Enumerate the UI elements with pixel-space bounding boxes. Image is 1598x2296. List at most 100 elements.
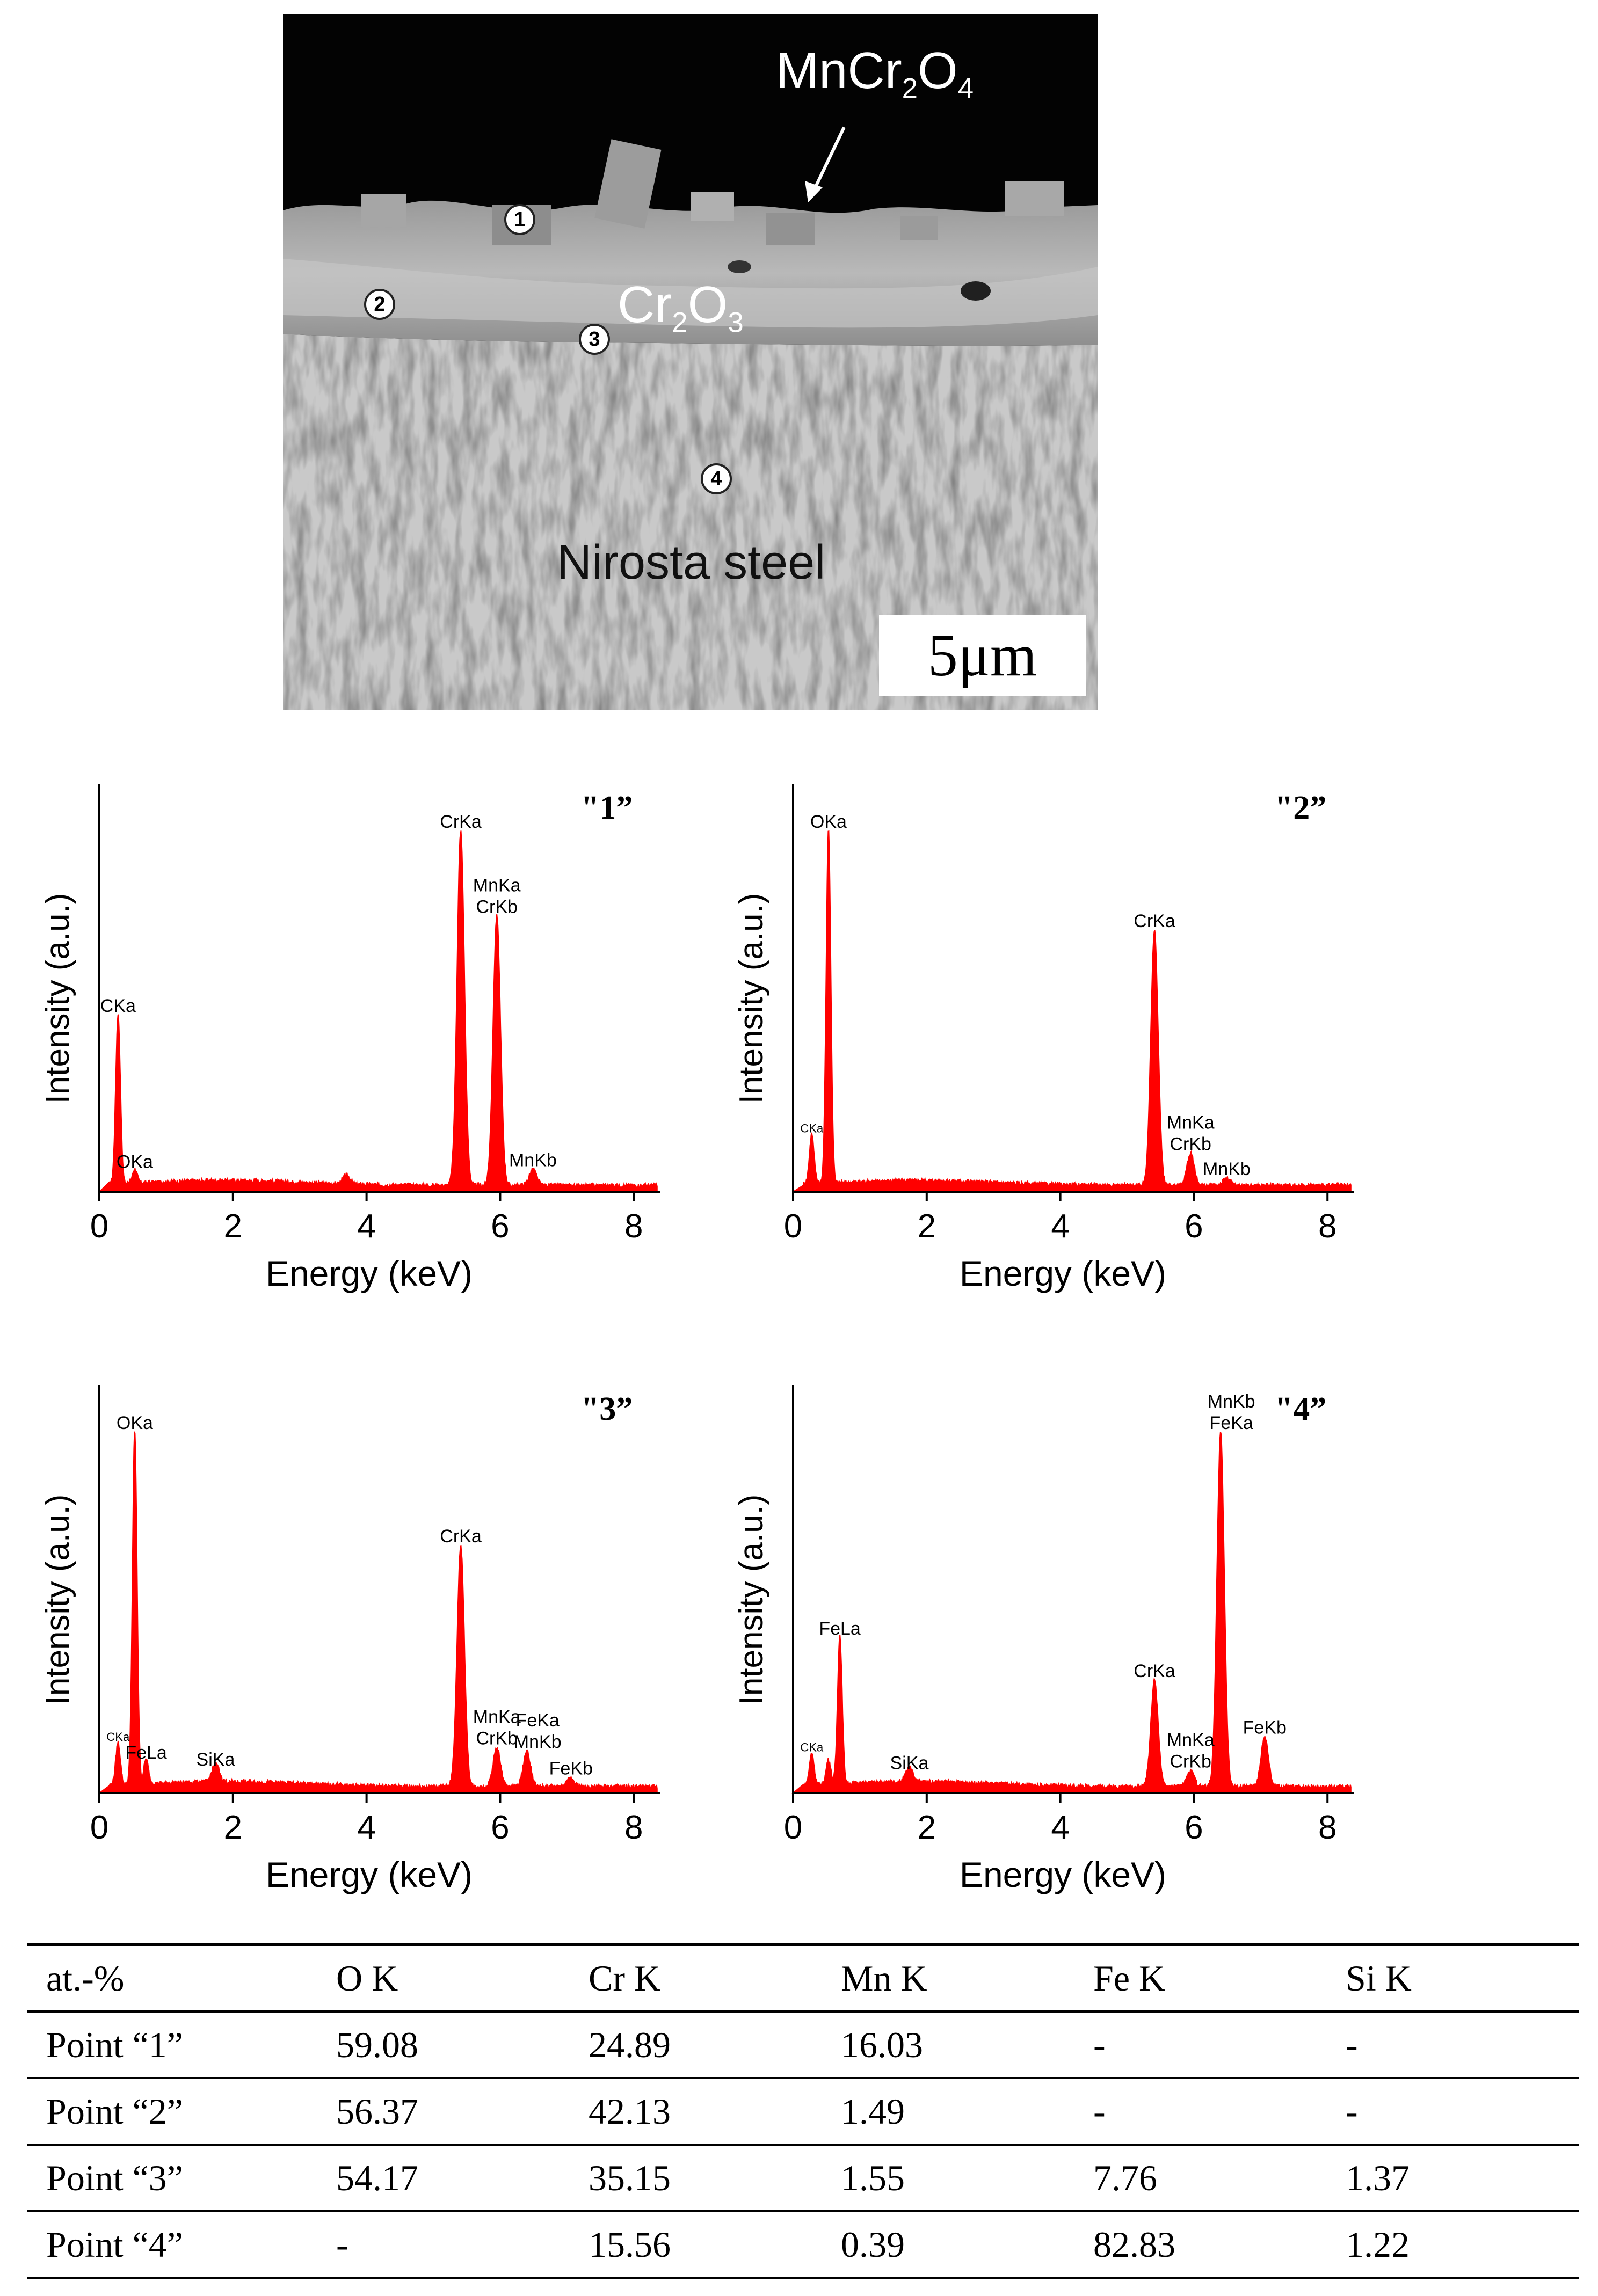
spectrum-trace (97, 1431, 658, 1794)
table-cell: 56.37 (336, 2090, 418, 2132)
table-cell: 1.55 (841, 2157, 905, 2198)
point-marker-4: 4 (701, 463, 732, 494)
edx-spectrum-point-3: 0 2 4 6 8 Energy (keV) Intensity (a.u.) "3” CKa O… (32, 1364, 741, 1911)
table-cell: Point “3” (46, 2157, 183, 2198)
peak-label: OKa (810, 812, 847, 832)
peak-label: OKa (117, 1413, 153, 1433)
table-cell: 1.49 (841, 2090, 905, 2132)
table-cell: Point “1” (46, 2024, 183, 2065)
table-row: Point “2” 56.37 42.13 1.49 - - (27, 2078, 1579, 2145)
table-cell: - (336, 2224, 348, 2265)
x-tick-label: 8 (624, 1809, 643, 1846)
spectrum-axes (98, 1385, 660, 1794)
table-cell: 42.13 (589, 2090, 671, 2132)
peak-label: SiKa (890, 1753, 929, 1774)
spectrum-plot: 0 2 4 6 8 Energy (keV) Intensity (a.u.) "1” CKa O… (39, 784, 660, 1293)
peak-label: CrKa (1134, 911, 1175, 931)
table-cell: 82.83 (1093, 2224, 1175, 2265)
peak-label: FeKa MnKb (514, 1710, 562, 1752)
spectrum-title: "4” (1275, 1391, 1326, 1427)
spectrum-trace (791, 1432, 1352, 1794)
edx-spectrum-point-1: 0 2 4 6 8 Energy (keV) Intensity (a.u.) "1” CKa O… (32, 762, 741, 1310)
table-header-cell: Cr K (589, 1957, 661, 1999)
table-header-cell: at.-% (46, 1957, 125, 1999)
peak-label: MnKb (1203, 1159, 1251, 1179)
peak-label: FeKb (1243, 1718, 1287, 1738)
spectrum-title: "3” (581, 1391, 633, 1427)
spectrum-title: "1” (581, 790, 633, 826)
table-row: Point “4” - 15.56 0.39 82.83 1.22 (27, 2211, 1579, 2278)
x-tick-label: 0 (784, 1809, 802, 1846)
peak-label: FeKb (549, 1759, 593, 1779)
peak-label: SiKa (197, 1750, 235, 1770)
x-axis-label: Energy (keV) (960, 1855, 1166, 1894)
spectrum-plot: 0 2 4 6 8 Energy (keV) Intensity (a.u.) "3” CKa O… (39, 1385, 660, 1894)
x-tick-label: 4 (1051, 1208, 1069, 1245)
table-header-row: at.-% O K Cr K Mn K Fe K Si K (27, 1944, 1579, 2011)
x-tick-label: 2 (224, 1208, 242, 1245)
peak-label: MnKa CrKb (473, 1707, 521, 1748)
peak-label: CKa (100, 996, 136, 1016)
spectrum-axes (792, 784, 1354, 1193)
x-tick-label: 0 (90, 1809, 108, 1846)
peak-label: CrKa (1134, 1661, 1175, 1681)
spectrum-plot: 0 2 4 6 8 Energy (keV) Intensity (a.u.) "4” CKa F… (733, 1385, 1354, 1894)
y-axis-label: Intensity (a.u.) (733, 893, 770, 1104)
peak-label: CrKa (440, 812, 482, 832)
table-cell: 0.39 (841, 2224, 905, 2265)
x-tick-label: 8 (624, 1208, 643, 1245)
peak-label: FeLa (819, 1619, 861, 1639)
peak-label: MnKa CrKb (1167, 1113, 1215, 1155)
table-cell: 54.17 (336, 2157, 418, 2198)
spectrum-title: "2” (1275, 790, 1326, 826)
edx-spectrum-point-2: 0 2 4 6 8 Energy (keV) Intensity (a.u.) "2” CKa O… (726, 762, 1435, 1310)
table-header-cell: Fe K (1093, 1957, 1166, 1999)
x-tick-label: 6 (1185, 1208, 1203, 1245)
table-header-cell: Si K (1346, 1957, 1412, 1999)
peak-label: OKa (117, 1152, 153, 1172)
table-cell: 15.56 (589, 2224, 671, 2265)
table-cell: 1.22 (1346, 2224, 1410, 2265)
composition-table: at.-% O K Cr K Mn K Fe K Si K Point “1” … (27, 1943, 1579, 2279)
point-marker-2: 2 (364, 289, 395, 320)
y-axis-label: Intensity (a.u.) (39, 893, 76, 1104)
table-cell: 24.89 (589, 2024, 671, 2065)
label-cr2o3: Cr2O3 (618, 276, 744, 339)
x-tick-label: 8 (1318, 1208, 1336, 1245)
x-tick-label: 2 (918, 1809, 936, 1846)
y-axis-label: Intensity (a.u.) (733, 1495, 770, 1705)
table-cell: - (1346, 2090, 1358, 2132)
x-tick-label: 2 (224, 1809, 242, 1846)
x-tick-label: 2 (918, 1208, 936, 1245)
table-row: Point “3” 54.17 35.15 1.55 7.76 1.37 (27, 2145, 1579, 2211)
peak-label: MnKb FeKa (1208, 1391, 1255, 1433)
table-cell: 16.03 (841, 2024, 923, 2065)
table-cell: 1.37 (1346, 2157, 1410, 2198)
spectrum-axes (98, 784, 660, 1193)
table-row: Point “1” 59.08 24.89 16.03 - - (27, 2011, 1579, 2078)
x-tick-label: 4 (1051, 1809, 1069, 1846)
edx-spectrum-point-4: 0 2 4 6 8 Energy (keV) Intensity (a.u.) "4” CKa F… (726, 1364, 1435, 1911)
spinel-arrow (813, 126, 846, 190)
peak-label: MnKa CrKb (473, 875, 521, 917)
x-axis-label: Energy (keV) (266, 1855, 473, 1894)
table-cell: Point “4” (46, 2224, 183, 2265)
x-tick-label: 0 (784, 1208, 802, 1245)
point-marker-1: 1 (504, 204, 535, 235)
peak-label: FeLa (125, 1743, 167, 1763)
scale-bar-label: 5μm (927, 622, 1037, 689)
peak-label: CrKa (440, 1526, 482, 1547)
peak-label: CKa (106, 1730, 130, 1744)
sem-micrograph: MnCr2O4 Cr2O3 Nirosta steel 1 2 3 4 5μm (283, 14, 1098, 710)
spectrum-trace (98, 830, 658, 1192)
table-cell: - (1093, 2090, 1106, 2132)
x-axis-label: Energy (keV) (266, 1253, 473, 1293)
x-tick-label: 4 (357, 1208, 375, 1245)
point-marker-3: 3 (579, 324, 610, 355)
y-axis-label: Intensity (a.u.) (39, 1495, 76, 1705)
scale-bar: 5μm (879, 615, 1086, 696)
x-tick-label: 4 (357, 1809, 375, 1846)
spectrum-trace (791, 830, 1352, 1192)
peak-label: CKa (800, 1122, 824, 1135)
table-cell: 59.08 (336, 2024, 418, 2065)
